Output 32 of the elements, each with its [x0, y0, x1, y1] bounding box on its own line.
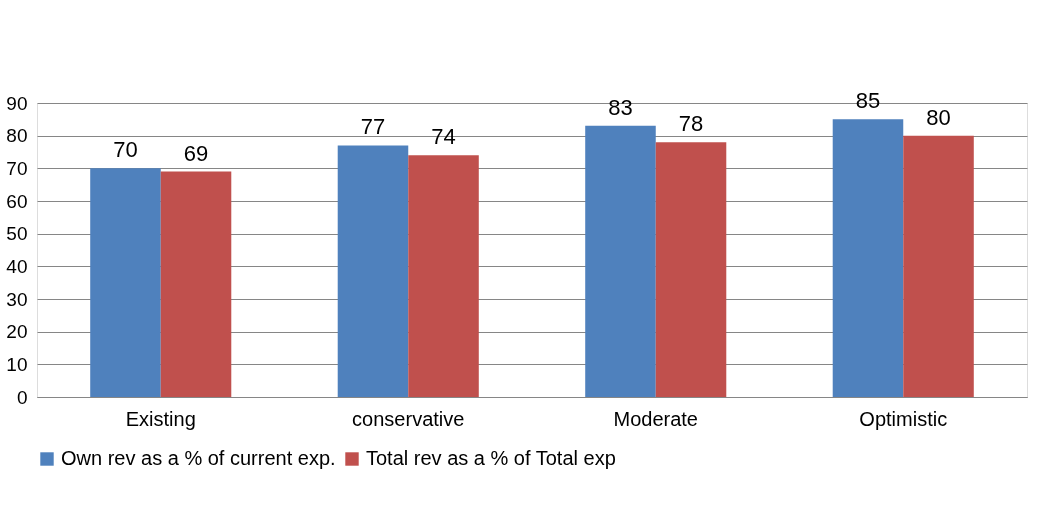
- bar: [832, 119, 904, 397]
- bar: [337, 145, 409, 397]
- legend-label: Total rev as a % of Total exp: [366, 447, 616, 469]
- y-tick-label: 20: [6, 321, 28, 343]
- x-tick-label: conservative: [352, 407, 465, 430]
- y-tick-label: 50: [6, 223, 28, 245]
- data-label: 77: [360, 114, 386, 140]
- data-label: 85: [855, 88, 881, 114]
- x-tick-label: Existing: [125, 407, 196, 430]
- data-label: 80: [926, 104, 951, 130]
- y-tick-label: 30: [6, 288, 28, 310]
- x-tick-label: Moderate: [613, 407, 698, 430]
- bar: [408, 155, 479, 397]
- legend-label: Own rev as a % of current exp.: [61, 447, 336, 469]
- y-tick-label: 40: [6, 255, 28, 277]
- data-label: 69: [183, 140, 209, 166]
- bar: [90, 168, 161, 397]
- y-tick-label: 10: [6, 353, 28, 375]
- y-tick-label: 0: [16, 386, 28, 408]
- bar: [585, 125, 656, 397]
- data-label: 78: [678, 111, 704, 137]
- y-tick-label: 70: [6, 157, 28, 179]
- x-tick-label: Optimistic: [859, 407, 948, 430]
- data-label: 83: [608, 94, 633, 120]
- bar: [655, 142, 727, 397]
- y-tick-label: 60: [6, 190, 28, 212]
- y-tick-label: 80: [6, 125, 28, 147]
- data-label: 74: [431, 124, 456, 150]
- y-tick-label: 90: [6, 92, 28, 114]
- bar: [903, 135, 974, 397]
- bar: [160, 171, 232, 397]
- data-label: 70: [113, 137, 138, 163]
